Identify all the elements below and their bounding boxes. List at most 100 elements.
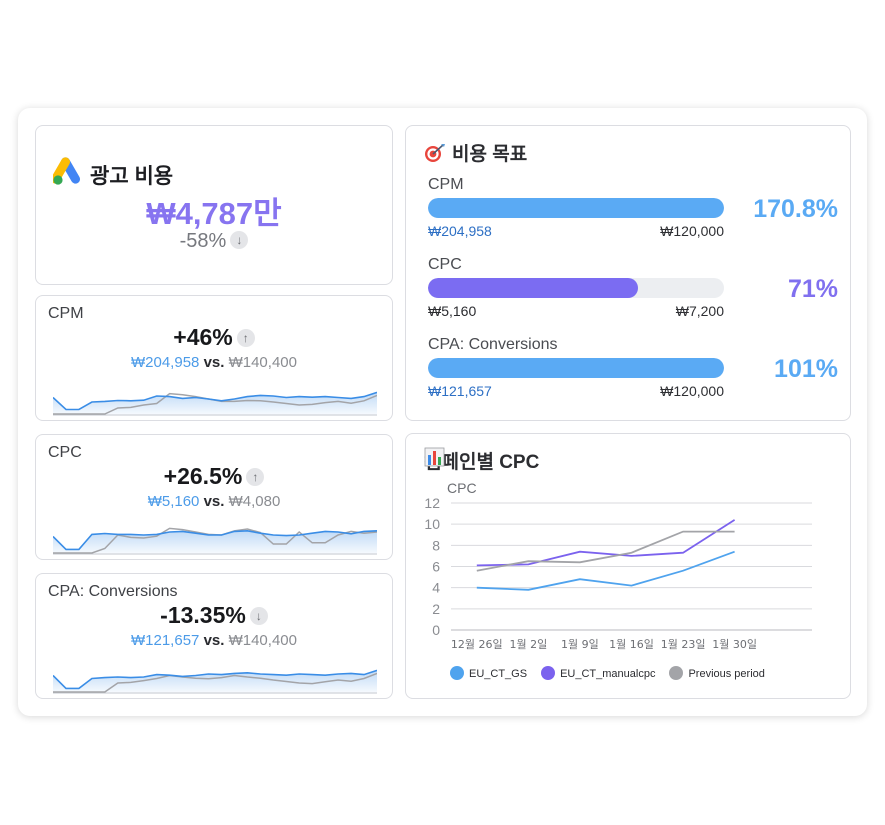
- goal-current-value: ₩5,160: [428, 303, 477, 319]
- legend-dot-icon: [450, 666, 464, 680]
- metric-previous: ₩140,400: [228, 354, 297, 371]
- goal-label: CPM: [428, 176, 464, 193]
- y-tick-label: 2: [432, 601, 440, 617]
- sparkline-previous: [53, 672, 377, 693]
- x-tick-label: 1월 2일: [509, 637, 547, 651]
- series-line: [476, 530, 735, 572]
- metric-comparison: ₩5,160 vs. ₩4,080: [36, 493, 392, 510]
- ad-cost-title: 광고 비용: [90, 165, 174, 188]
- y-axis-label: CPC: [447, 480, 477, 496]
- goal-progress-fill: [428, 198, 724, 218]
- sparkline-current: [53, 529, 377, 551]
- goal-target-value: ₩120,000: [660, 383, 724, 399]
- y-tick-label: 4: [432, 580, 440, 596]
- ad-cost-card[interactable]: 광고 비용 ₩4,787만 -58% ↓: [35, 125, 393, 285]
- campaign-cpc-card[interactable]: 캠페인별 CPC CPC 0 2 4 6 8 10 12 12월 26일 1월 2일 1월 9일 1월…: [405, 433, 851, 699]
- metric-current: ₩5,160: [147, 493, 200, 510]
- goal-percent: 71%: [787, 275, 838, 303]
- goal-progress-track: [428, 278, 724, 298]
- legend-label: EU_CT_GS: [469, 668, 528, 680]
- metric-change: +26.5% ↑: [36, 463, 392, 490]
- x-tick-label: 12월 26일: [451, 637, 503, 651]
- target-icon: [425, 144, 445, 162]
- sparkline-current: [53, 669, 377, 690]
- x-tick-label: 1월 16일: [609, 637, 654, 651]
- goal-progress-fill: [428, 358, 724, 378]
- legend-item[interactable]: EU_CT_manualcpc: [541, 666, 655, 680]
- arrow-up-icon: ↑: [236, 329, 255, 347]
- chart-legend: EU_CT_GS EU_CT_manualcpc Previous period: [450, 666, 779, 680]
- series-line: [476, 550, 735, 591]
- bar-chart-icon: [424, 447, 445, 467]
- metric-change: +46% ↑: [36, 324, 392, 351]
- metric-label: CPC: [48, 444, 82, 461]
- cost-goal-card[interactable]: 비용 목표 CPM ₩204,958 ₩120,000 170.8% CPC ₩…: [405, 125, 851, 421]
- metric-label: CPM: [48, 305, 84, 322]
- arrow-down-icon: ↓: [230, 231, 249, 249]
- sparkline-area: [53, 670, 377, 694]
- goal-row-cpm: CPM ₩204,958 ₩120,000 170.8%: [428, 176, 838, 246]
- arrow-up-icon: ↑: [246, 468, 265, 486]
- sparkline-cpa: [53, 669, 377, 694]
- metric-vs: vs.: [203, 632, 225, 649]
- cost-goal-title: 비용 목표: [424, 139, 527, 166]
- goal-progress-track: [428, 358, 724, 378]
- metric-comparison: ₩204,958 vs. ₩140,400: [36, 354, 392, 371]
- legend-item[interactable]: Previous period: [669, 666, 765, 680]
- goal-row-cpa: CPA: Conversions ₩121,657 ₩120,000 101%: [428, 336, 838, 406]
- legend-label: EU_CT_manualcpc: [560, 668, 656, 680]
- goal-current-value: ₩204,958: [428, 223, 492, 239]
- dashboard-panel: 광고 비용 ₩4,787만 -58% ↓ CPM +46% ↑ ₩204,958 v…: [18, 108, 867, 716]
- goal-percent: 101%: [774, 355, 838, 383]
- y-tick-label: 8: [432, 537, 440, 553]
- series-line: [476, 519, 736, 567]
- goal-target-value: ₩7,200: [675, 303, 724, 319]
- metric-label: CPA: Conversions: [48, 583, 178, 600]
- legend-label: Previous period: [688, 668, 765, 680]
- metric-change: -13.35% ↓: [36, 602, 392, 629]
- campaign-cpc-title: 캠페인별 CPC: [424, 447, 539, 474]
- y-tick-label: 12: [424, 495, 440, 511]
- metric-change-value: +46%: [173, 324, 233, 350]
- arrow-down-icon: ↓: [249, 607, 268, 625]
- sparkline-cpc: [53, 527, 377, 555]
- x-tick-label: 1월 30일: [712, 637, 757, 651]
- goal-row-cpc: CPC ₩5,160 ₩7,200 71%: [428, 256, 838, 326]
- metric-previous: ₩140,400: [228, 632, 297, 649]
- y-tick-label: 10: [424, 516, 440, 532]
- metric-current: ₩204,958: [131, 354, 200, 371]
- y-tick-label: 6: [432, 559, 440, 575]
- goal-target-value: ₩120,000: [660, 223, 724, 239]
- y-tick-label: 0: [432, 622, 440, 638]
- ad-cost-change-value: -58%: [179, 230, 227, 252]
- metric-previous: ₩4,080: [228, 493, 281, 510]
- metric-vs: vs.: [203, 354, 225, 371]
- goal-label: CPA: Conversions: [428, 336, 558, 353]
- sparkline-current: [53, 391, 377, 411]
- sparkline-area: [53, 392, 377, 416]
- cost-goal-title-text: 비용 목표: [452, 144, 528, 165]
- metric-card-cpa[interactable]: CPA: Conversions -13.35% ↓ ₩121,657 vs. ₩…: [35, 573, 393, 699]
- metric-change-value: -13.35%: [160, 602, 246, 628]
- legend-dot-icon: [541, 666, 556, 680]
- google-ads-logo: [53, 157, 80, 185]
- metric-current: ₩121,657: [131, 632, 200, 649]
- metric-card-cpm[interactable]: CPM +46% ↑ ₩204,958 vs. ₩140,400: [35, 295, 393, 421]
- goal-progress-track: [428, 198, 724, 218]
- legend-item[interactable]: EU_CT_GS: [450, 666, 527, 680]
- sparkline-cpm: [53, 391, 377, 416]
- goal-label: CPC: [428, 256, 462, 273]
- metric-comparison: ₩121,657 vs. ₩140,400: [36, 632, 392, 649]
- goal-current-value: ₩121,657: [428, 383, 492, 399]
- ad-cost-change: -58% ↓: [36, 230, 392, 253]
- x-tick-label: 1월 23일: [661, 637, 706, 651]
- metric-change-value: +26.5%: [163, 463, 243, 489]
- x-tick-label: 1월 9일: [561, 637, 599, 651]
- goal-progress-fill: [428, 278, 639, 298]
- metric-vs: vs.: [203, 493, 225, 510]
- ad-cost-value: ₩4,787만: [146, 196, 282, 231]
- goal-percent: 170.8%: [753, 195, 838, 223]
- campaign-cpc-chart: CPC 0 2 4 6 8 10 12 12월 26일 1월 2일 1월 9일 1월 16일 1월 23…: [424, 480, 812, 651]
- metric-card-cpc[interactable]: CPC +26.5% ↑ ₩5,160 vs. ₩4,080: [35, 434, 393, 560]
- legend-dot-icon: [669, 666, 684, 680]
